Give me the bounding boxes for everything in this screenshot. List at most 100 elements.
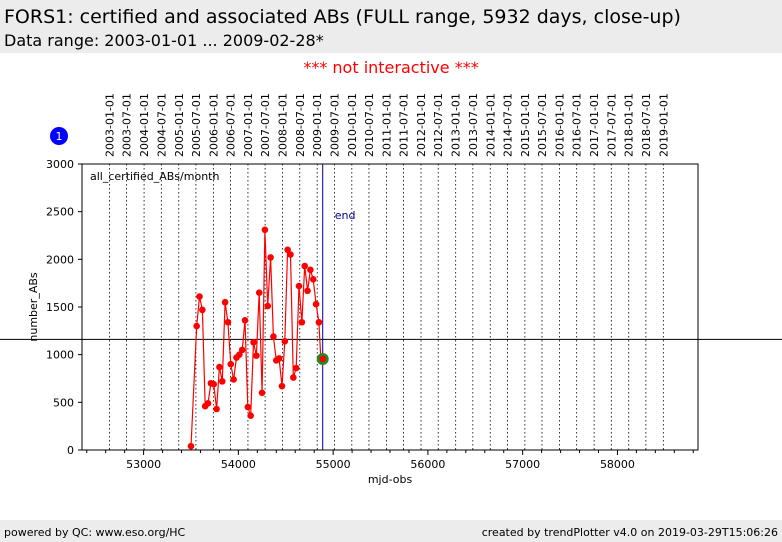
data-point [253, 352, 260, 359]
y-tick-label: 1000 [46, 349, 74, 362]
data-point [309, 276, 317, 283]
date-tick-label: 2011-07-01 [398, 93, 411, 157]
data-point [241, 317, 249, 324]
data-point [301, 262, 309, 270]
data-point [224, 318, 232, 326]
date-tick-label: 2012-07-01 [432, 93, 445, 157]
x-tick-label: 58000 [600, 458, 635, 471]
data-point [213, 405, 220, 413]
x-tick-label: 53000 [126, 458, 161, 471]
data-point [250, 338, 257, 346]
y-tick-label: 3000 [46, 158, 74, 171]
panel-label: all_certified_ABs/month [90, 170, 219, 183]
date-tick-label: 2013-07-01 [467, 93, 480, 157]
data-point [292, 364, 300, 372]
date-tick-label: 2015-07-01 [536, 93, 549, 157]
data-point [261, 226, 269, 234]
highlight-point [319, 355, 327, 363]
series-line [190, 229, 323, 447]
data-point [275, 355, 283, 362]
date-tick-label: 2011-01-01 [380, 93, 393, 157]
data-point [247, 412, 254, 419]
data-point [230, 376, 237, 383]
x-axis: 53000 54000 55000 56000 57000 58000 [86, 450, 694, 471]
x-tick-label: 56000 [410, 458, 445, 471]
data-point [187, 442, 195, 450]
data-point [287, 251, 294, 258]
date-tick-label: 2004-01-01 [138, 93, 151, 157]
data-point [281, 338, 289, 345]
date-tick-label: 2015-01-01 [519, 93, 532, 157]
date-tick-label: 2005-01-01 [173, 93, 186, 157]
date-tick-label: 2003-07-01 [121, 93, 134, 157]
date-tick-label: 2007-07-01 [259, 93, 272, 157]
data-point [244, 403, 252, 411]
date-tick-label: 2005-07-01 [190, 93, 203, 157]
date-tick-label: 2009-07-01 [328, 93, 341, 157]
data-point [218, 378, 226, 385]
plot-frame [81, 163, 699, 451]
data-point [227, 360, 235, 368]
data-point [270, 333, 277, 340]
date-tick-label: 2004-07-01 [155, 93, 168, 157]
y-tick-label: 500 [53, 396, 74, 409]
data-point [216, 363, 223, 371]
data-point [295, 282, 303, 290]
date-tick-label: 2008-01-01 [277, 93, 290, 157]
date-tick-label: 2018-01-01 [623, 93, 636, 157]
date-tick-label: 2012-01-01 [415, 93, 428, 157]
date-tick-label: 2016-07-01 [571, 93, 584, 157]
date-tick-label: 2016-01-01 [553, 93, 566, 157]
plot-number-badge: 1 [50, 127, 68, 145]
footer-credit: powered by QC: www.eso.org/HC [4, 526, 186, 539]
data-point [267, 254, 274, 261]
date-tick-label: 2009-01-01 [311, 93, 324, 157]
y-axis: 0 500 1000 1500 2000 2500 3000 [46, 158, 82, 457]
date-tick-label: 2007-01-01 [242, 93, 255, 157]
date-tick-label: 2017-01-01 [588, 93, 601, 157]
data-point [315, 318, 323, 326]
data-point [221, 298, 229, 306]
data-point [278, 382, 286, 390]
badge-label: 1 [56, 130, 63, 143]
x-axis-label: mjd-obs [368, 473, 413, 486]
data-range-subtitle: Data range: 2003-01-01 ... 2009-02-28* [4, 31, 324, 50]
y-tick-label: 2000 [46, 253, 74, 266]
date-tick-label: 2018-07-01 [640, 93, 653, 157]
date-tick-label: 2008-07-01 [294, 93, 307, 157]
date-tick-label: 2014-07-01 [501, 93, 514, 157]
date-tick-label: 2019-01-01 [657, 93, 670, 157]
header-bar: FORS1: certified and associated ABs (FUL… [0, 0, 782, 53]
data-point [284, 246, 291, 254]
end-marker-group: end [322, 164, 355, 450]
y-axis-label: number_ABs [27, 272, 40, 342]
page-title: FORS1: certified and associated ABs (FUL… [4, 6, 681, 28]
y-tick-label: 2500 [46, 206, 74, 219]
data-point [298, 318, 306, 326]
footer-bar: powered by QC: www.eso.org/HC created by… [0, 520, 782, 542]
date-axis: 2003-01-01 2003-07-01 2004-01-01 2004-07-01… [103, 93, 670, 157]
date-tick-label: 2013-01-01 [450, 93, 463, 157]
footer-timestamp: created by trendPlotter v4.0 on 2019-03-… [481, 526, 778, 539]
date-tick-label: 2014-01-01 [484, 93, 497, 157]
data-point [204, 399, 212, 407]
x-tick-label: 57000 [505, 458, 540, 471]
data-point [236, 351, 243, 358]
date-tick-label: 2010-07-01 [363, 93, 376, 157]
data-point [199, 306, 206, 314]
date-tick-label: 2006-01-01 [207, 93, 220, 157]
x-tick-label: 55000 [316, 458, 351, 471]
data-point [255, 289, 263, 297]
y-tick-label: 0 [67, 444, 74, 457]
date-tick-label: 2017-07-01 [605, 93, 618, 157]
data-point [258, 389, 266, 397]
data-point [238, 346, 246, 354]
data-point [307, 266, 314, 274]
data-point [196, 293, 203, 300]
date-tick-label: 2003-01-01 [103, 93, 116, 157]
data-point [290, 374, 297, 381]
not-interactive-notice: *** not interactive *** [303, 58, 479, 77]
date-tick-label: 2010-01-01 [346, 93, 359, 157]
data-point [312, 300, 320, 308]
